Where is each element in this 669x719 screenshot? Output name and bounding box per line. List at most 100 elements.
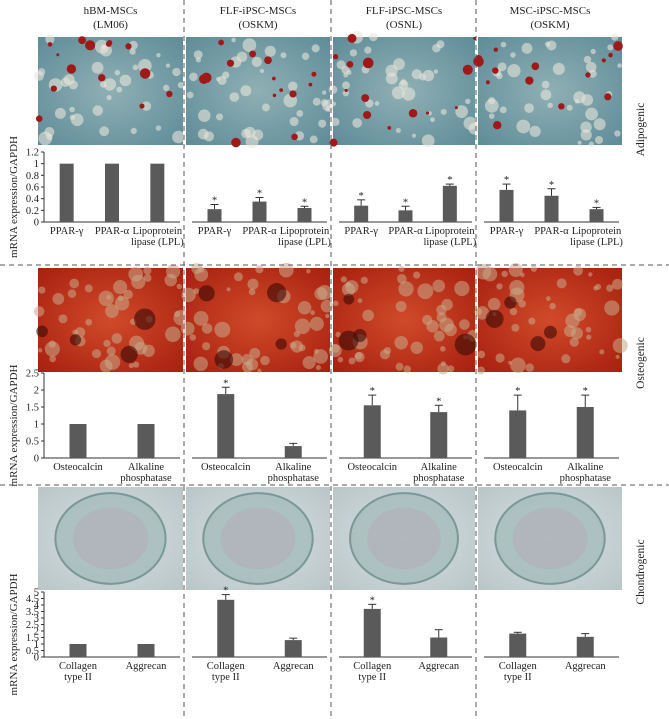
lipid-droplet (387, 125, 392, 130)
bar (137, 644, 155, 657)
x-tick-label: Collagen type II (59, 661, 97, 683)
significance-marker: * (504, 175, 509, 186)
bar (284, 446, 302, 458)
lipid-droplet (604, 93, 612, 101)
texture (369, 32, 378, 42)
texture (245, 135, 259, 148)
texture (315, 365, 321, 371)
texture (177, 81, 185, 89)
lipid-droplet (47, 42, 53, 47)
texture (106, 94, 112, 101)
x-tick-label: Collagen type II (206, 661, 245, 683)
texture (585, 61, 597, 73)
lipid-droplet (493, 121, 502, 130)
texture (509, 307, 518, 316)
texture (331, 117, 340, 127)
texture (248, 288, 256, 296)
lipid-droplet (462, 64, 473, 75)
lipid-droplet (85, 40, 96, 51)
texture (565, 313, 580, 329)
lipid-droplet (249, 50, 257, 58)
texture (441, 298, 453, 311)
lipid-droplet (98, 74, 106, 82)
lipid-droplet (531, 62, 540, 71)
texture (163, 84, 170, 92)
texture (497, 62, 507, 72)
texture (477, 350, 486, 359)
micrograph (186, 37, 330, 145)
texture (352, 118, 363, 128)
lipid-droplet (525, 76, 534, 85)
texture (113, 280, 128, 295)
texture (465, 98, 471, 105)
texture (67, 289, 77, 298)
texture (614, 130, 621, 137)
y-tick-label: 1 (34, 420, 39, 431)
texture (549, 302, 556, 310)
bar (69, 644, 87, 657)
texture (484, 98, 499, 113)
significance-marker: * (370, 386, 375, 397)
texture (528, 317, 536, 325)
x-tick-label: Lipoprotein lipase (LPL) (570, 226, 623, 248)
texture (164, 273, 178, 287)
y-tick-label: 1.5 (26, 633, 39, 644)
texture (459, 319, 470, 330)
texture (255, 265, 264, 274)
y-tick-label: 2 (34, 627, 39, 638)
texture (510, 52, 516, 58)
x-tick-label: Aggrecan (564, 661, 606, 672)
texture (345, 280, 359, 294)
texture (374, 101, 380, 106)
texture (349, 49, 358, 57)
texture (119, 74, 132, 87)
bar (363, 405, 381, 458)
texture (545, 296, 551, 301)
texture (103, 78, 117, 91)
texture (574, 99, 580, 104)
texture (422, 69, 435, 82)
texture (242, 38, 257, 53)
texture (180, 321, 195, 336)
texture (398, 80, 409, 90)
column-subtitle: (OSKM) (530, 19, 570, 31)
lipid-droplet (608, 52, 613, 58)
texture (296, 110, 304, 117)
texture (165, 326, 181, 343)
bar (576, 407, 594, 458)
texture (52, 293, 65, 305)
texture (242, 361, 253, 373)
texture (99, 126, 110, 137)
texture (331, 101, 337, 107)
lipid-droplet (308, 82, 313, 87)
texture (580, 129, 592, 141)
texture (321, 90, 327, 95)
texture (129, 48, 136, 55)
texture (604, 300, 620, 316)
texture (259, 68, 265, 74)
bar (509, 633, 527, 657)
bar (217, 394, 235, 458)
texture (496, 72, 503, 80)
texture (141, 101, 152, 111)
texture (501, 270, 508, 278)
significance-marker: * (583, 386, 588, 397)
texture (229, 92, 240, 102)
texture (106, 346, 116, 356)
texture (198, 109, 211, 122)
texture (398, 265, 405, 272)
texture (117, 295, 124, 302)
bar (499, 189, 514, 222)
texture (69, 278, 80, 289)
texture (128, 266, 144, 282)
x-tick-label: Alkaline phosphatase (120, 462, 172, 484)
texture (216, 113, 224, 121)
significance-marker: * (549, 180, 554, 191)
bar (207, 209, 222, 222)
significance-marker: * (594, 198, 599, 209)
texture (556, 278, 567, 289)
texture (328, 344, 342, 358)
texture (156, 53, 161, 58)
lipid-droplet (347, 33, 357, 43)
